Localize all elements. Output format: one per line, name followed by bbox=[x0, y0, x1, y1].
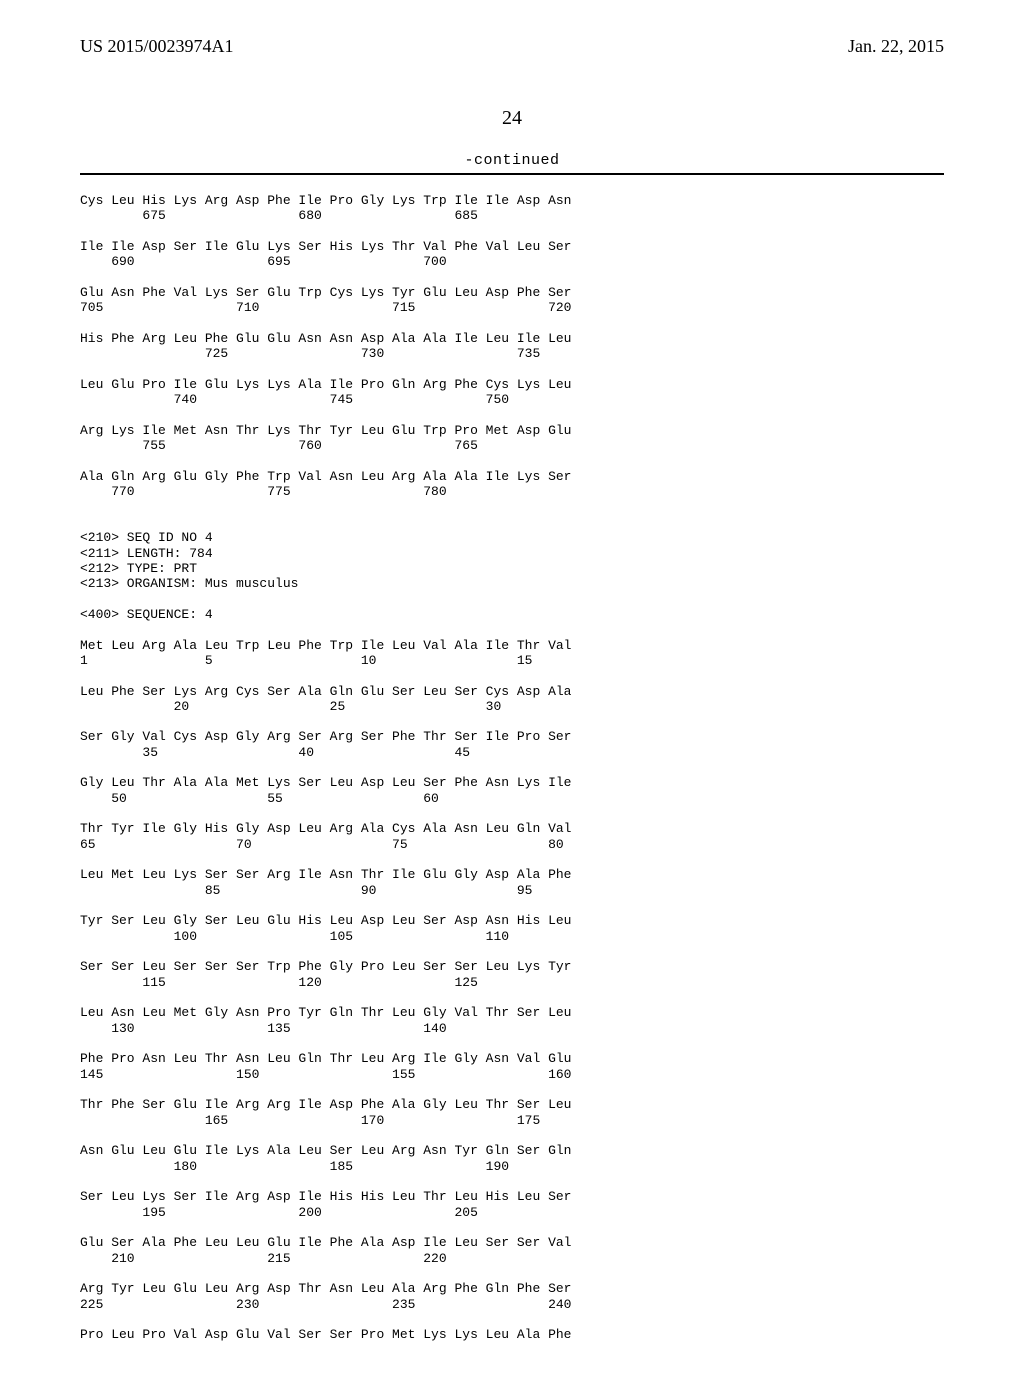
header-left: US 2015/0023974A1 bbox=[80, 36, 234, 57]
horizontal-rule bbox=[80, 173, 944, 175]
sequence-listing: Cys Leu His Lys Arg Asp Phe Ile Pro Gly … bbox=[80, 193, 944, 1343]
continued-label: -continued bbox=[80, 152, 944, 169]
page: US 2015/0023974A1 Jan. 22, 2015 24 -cont… bbox=[0, 0, 1024, 1383]
page-header: US 2015/0023974A1 Jan. 22, 2015 bbox=[80, 36, 944, 57]
page-number: 24 bbox=[80, 107, 944, 130]
header-right: Jan. 22, 2015 bbox=[848, 36, 944, 57]
